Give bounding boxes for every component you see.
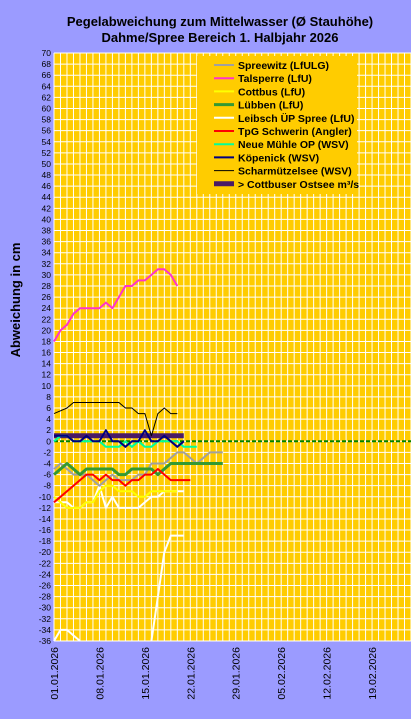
y-tick-label: 54 (42, 137, 52, 147)
y-tick-label: 56 (42, 126, 52, 136)
y-tick-label: 68 (42, 59, 52, 69)
chart-subtitle: Dahme/Spree Bereich 1. Halbjahr 2026 (101, 30, 338, 45)
y-tick-label: 58 (42, 115, 52, 125)
y-tick-label: -18 (39, 536, 52, 546)
y-tick-label: 20 (42, 325, 52, 335)
y-tick-label: 34 (42, 248, 52, 258)
series-line (53, 462, 223, 477)
y-tick-label: 40 (42, 214, 52, 224)
y-axis-ticks: -36-34-32-30-28-26-24-22-20-18-16-14-12-… (39, 48, 52, 646)
series-line (53, 268, 179, 343)
y-tick-label: 52 (42, 148, 52, 158)
y-tick-label: 28 (42, 281, 52, 291)
y-tick-label: -10 (39, 492, 52, 502)
y-tick-label: -12 (39, 503, 52, 513)
series-lines (53, 268, 411, 642)
y-tick-label: -2 (43, 447, 51, 457)
y-tick-label: -20 (39, 547, 52, 557)
y-tick-label: 2 (46, 425, 51, 435)
series-line (53, 402, 178, 437)
y-tick-label: -30 (39, 603, 52, 613)
y-tick-label: 30 (42, 270, 52, 280)
x-tick-label: 19.02.2026 (367, 647, 379, 700)
x-tick-label: 29.01.2026 (231, 647, 243, 700)
y-tick-label: 66 (42, 70, 52, 80)
y-tick-label: 10 (42, 381, 52, 391)
y-tick-label: 22 (42, 314, 52, 324)
x-tick-label: 05.02.2026 (276, 647, 288, 700)
legend-label: Neue Mühle OP (WSV) (238, 139, 349, 151)
series-line (53, 484, 178, 509)
y-tick-label: 14 (42, 359, 52, 369)
legend-label: Spreewitz (LfULG) (238, 60, 329, 72)
y-tick-label: -28 (39, 592, 52, 602)
chart-title: Pegelabweichung zum Mittelwasser (Ø Stau… (67, 14, 373, 29)
y-tick-label: 44 (42, 192, 52, 202)
legend-label: Talsperre (LfU) (238, 73, 312, 85)
y-tick-label: 4 (46, 414, 51, 424)
y-tick-label: -22 (39, 558, 52, 568)
y-tick-label: 24 (42, 303, 52, 313)
y-tick-label: -16 (39, 525, 52, 535)
y-tick-label: 16 (42, 348, 52, 358)
x-tick-label: 15.01.2026 (140, 647, 152, 700)
x-tick-label: 12.02.2026 (322, 647, 334, 700)
y-tick-label: -36 (39, 636, 52, 646)
y-tick-label: -24 (39, 569, 52, 579)
legend-label: Leibsch ÜP Spree (LfU) (238, 112, 355, 125)
series-line (53, 628, 81, 642)
legend-label: Lübben (LfU) (238, 100, 303, 112)
y-tick-label: 32 (42, 259, 52, 269)
x-tick-label: 22.01.2026 (185, 647, 197, 700)
y-tick-label: 62 (42, 92, 52, 102)
y-tick-label: 26 (42, 292, 52, 302)
y-tick-label: -4 (43, 458, 51, 468)
y-tick-label: 8 (46, 392, 51, 402)
y-tick-label: 36 (42, 237, 52, 247)
x-tick-label: 01.01.2026 (49, 647, 61, 700)
x-axis-ticks: 01.01.2026 08.01.2026 15.01.2026 22.01.2026… (49, 647, 379, 700)
x-tick-label: 08.01.2026 (94, 647, 106, 700)
y-tick-label: 46 (42, 181, 52, 191)
series-line (53, 468, 191, 504)
legend-label: Scharmützelsee (WSV) (238, 166, 352, 178)
legend: Spreewitz (LfULG)Talsperre (LfU)Cottbus … (197, 56, 359, 194)
y-tick-label: -8 (43, 481, 51, 491)
y-tick-label: -14 (39, 514, 52, 524)
y-tick-label: 50 (42, 159, 52, 169)
y-tick-label: -26 (39, 581, 52, 591)
y-tick-label: -34 (39, 625, 52, 635)
y-tick-label: -32 (39, 614, 52, 624)
y-tick-label: 60 (42, 103, 52, 113)
legend-label: TpG Schwerin (Angler) (238, 126, 352, 138)
legend-label: > Cottbuser Ostsee m³/s (238, 179, 359, 191)
y-tick-label: 64 (42, 81, 52, 91)
series-line (54, 429, 185, 448)
y-tick-label: 0 (46, 436, 51, 446)
y-tick-label: -6 (43, 470, 51, 480)
y-tick-label: 38 (42, 226, 52, 236)
series-line (150, 534, 184, 642)
y-tick-label: 70 (42, 48, 52, 58)
y-tick-label: 6 (46, 403, 51, 413)
legend-label: Cottbus (LfU) (238, 86, 305, 98)
legend-label: Köpenick (WSV) (238, 152, 319, 164)
y-tick-label: 42 (42, 203, 52, 213)
y-axis-label: Abweichung in cm (8, 243, 23, 358)
y-tick-label: 48 (42, 170, 52, 180)
y-tick-label: 12 (42, 370, 52, 380)
y-tick-label: 18 (42, 336, 52, 346)
